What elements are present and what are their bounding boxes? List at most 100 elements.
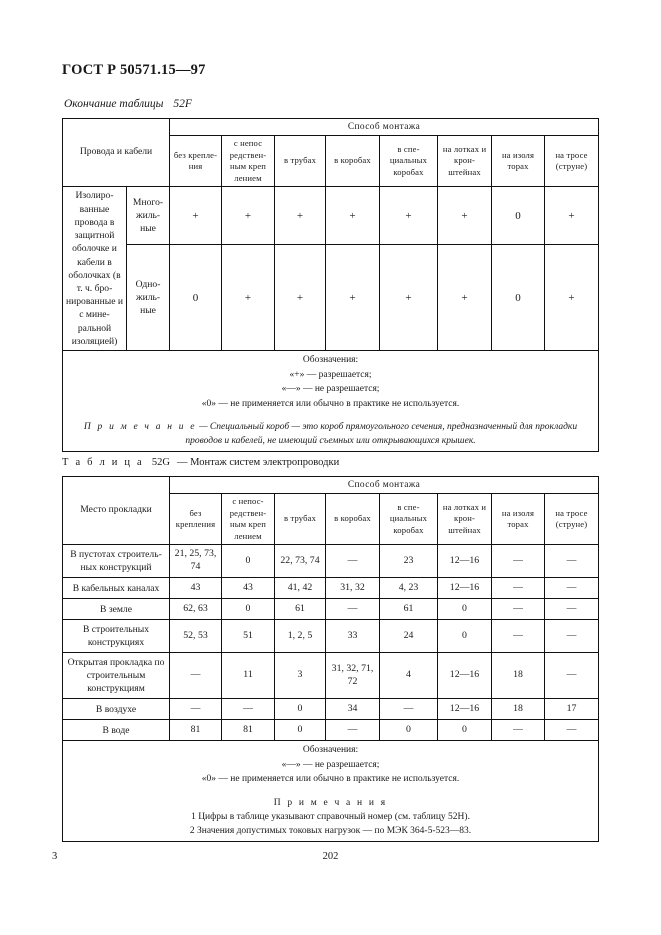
t1-legend-line-2: «0» — не применяется или обычно в практи… bbox=[201, 398, 460, 409]
t1-row-0-val-5: + bbox=[437, 186, 493, 246]
t2-row-2-place: В земле bbox=[62, 598, 170, 621]
t2-row-4-val-6: 18 bbox=[491, 652, 545, 700]
t1-col-4: в спе- циальных коробах bbox=[379, 135, 439, 188]
t2-row-0-val-0: 21, 25, 73, 74 bbox=[169, 544, 222, 579]
table-row: В воде 81 81 0 — 0 0 — — bbox=[62, 719, 600, 742]
table-continuation-label: Окончание таблицы 52F bbox=[64, 98, 192, 110]
t2-row-5-val-6: 18 bbox=[491, 698, 545, 721]
t2-row-4-val-0: — bbox=[169, 652, 222, 700]
t2-row-4-val-3: 31, 32, 71, 72 bbox=[325, 652, 380, 700]
t2-stub-header: Место прокладки bbox=[62, 475, 170, 546]
t2-row-5-val-2: 0 bbox=[274, 698, 326, 721]
t2-note-line-1: 2 Значения допустимых токовых нагрузок —… bbox=[189, 826, 472, 837]
t2-row-1-val-4: 4, 23 bbox=[379, 577, 438, 600]
t1-col-3: в коробах bbox=[325, 135, 381, 188]
t2-notes-head: П р и м е ч а н и я bbox=[273, 797, 388, 808]
t1-stub-text: Изолиро- ванные провода в защитной оболо… bbox=[62, 186, 127, 352]
table-row: В строительных конструкциях 52, 53 51 1,… bbox=[62, 619, 600, 654]
t2-row-6-val-2: 0 bbox=[274, 719, 326, 742]
t2-col-7: на тросе (струне) bbox=[543, 493, 600, 546]
t2-col-3: в коробах bbox=[325, 493, 380, 546]
t2-legend-line-0: «—» — не разрешается; bbox=[281, 759, 380, 770]
t2-col-4: в спе- циальных коробах bbox=[379, 493, 438, 546]
folio-left: 3 bbox=[52, 851, 58, 862]
t2-row-0-val-6: — bbox=[491, 544, 545, 579]
t1-legend-line-0: «+» — разрешается; bbox=[289, 369, 372, 380]
table-row: В пустотах строитель- ных конструкций 21… bbox=[62, 544, 600, 579]
t2-row-4-val-5: 12—16 bbox=[437, 652, 492, 700]
t2-row-5-val-5: 12—16 bbox=[437, 698, 492, 721]
t2-row-2-val-3: — bbox=[325, 598, 380, 621]
t2-row-2-val-2: 61 bbox=[274, 598, 326, 621]
t1-legend-title: Обозначения: bbox=[302, 355, 359, 366]
t1-row-0-val-0: + bbox=[169, 186, 223, 246]
table-row: В земле 62, 63 0 61 — 61 0 — — bbox=[62, 598, 600, 621]
table-row: Открытая прокладка по строительным конст… bbox=[62, 652, 600, 700]
t1-row-1-val-4: + bbox=[379, 244, 439, 352]
t1-row-0-val-2: + bbox=[274, 186, 327, 246]
t2-row-3-val-5: 0 bbox=[437, 619, 492, 654]
t1-row-1-val-6: 0 bbox=[491, 244, 546, 352]
t2-row-1-val-3: 31, 32 bbox=[325, 577, 380, 600]
t2-row-5-place: В воздухе bbox=[62, 698, 170, 721]
t2-row-1-val-5: 12—16 bbox=[437, 577, 492, 600]
t1-row-1-val-1: + bbox=[221, 244, 276, 352]
table-row: Изолиро- ванные провода в защитной оболо… bbox=[62, 186, 600, 352]
t2-row-1-val-1: 43 bbox=[221, 577, 275, 600]
t1-row-1-val-5: + bbox=[437, 244, 493, 352]
t1-row-0-val-1: + bbox=[221, 186, 276, 246]
t1-row-0-val-3: + bbox=[325, 186, 381, 246]
t1-row-1-val-2: + bbox=[274, 244, 327, 352]
t2-row-6-val-1: 81 bbox=[221, 719, 275, 742]
t2-col-5: на лотках и крон- штейнах bbox=[437, 493, 492, 546]
t2-caption-number: 52G bbox=[151, 457, 170, 468]
t1-col-2: в трубах bbox=[274, 135, 327, 188]
t2-row-2-val-7: — bbox=[543, 598, 600, 621]
t1-row-0-val-4: + bbox=[379, 186, 439, 246]
t2-row-1-val-7: — bbox=[543, 577, 600, 600]
t2-row-6-place: В воде bbox=[62, 719, 170, 742]
table-52f: Провода и кабели Способ монтажа без креп… bbox=[61, 117, 600, 452]
t2-row-3-val-0: 52, 53 bbox=[169, 619, 222, 654]
t1-row-0-val-7: + bbox=[544, 186, 600, 246]
table-52g-caption: Т а б л и ц а 52G — Монтаж систем электроп… bbox=[62, 457, 339, 468]
t1-col-1: с непос редствен- ным креп лением bbox=[221, 135, 276, 188]
t2-caption-label: Т а б л и ц а bbox=[62, 457, 144, 468]
t2-caption-title: — Монтаж систем электропроводки bbox=[177, 457, 340, 468]
t2-row-1-place: В кабельных каналах bbox=[62, 577, 170, 600]
t1-note-text: — Специальный короб — это короб прямоуго… bbox=[185, 422, 578, 447]
t1-col-0: без крепле- ния bbox=[169, 135, 223, 188]
continuation-number: 52F bbox=[173, 98, 192, 110]
t2-row-1-val-2: 41, 42 bbox=[274, 577, 326, 600]
t1-row-0-subtype: Много- жиль- ные bbox=[125, 186, 171, 246]
t2-row-6-val-4: 0 bbox=[379, 719, 438, 742]
t2-row-1-val-0: 43 bbox=[169, 577, 222, 600]
t2-row-4-val-7: — bbox=[543, 652, 600, 700]
t2-row-0-val-7: — bbox=[543, 544, 600, 579]
t2-row-3-val-1: 51 bbox=[221, 619, 275, 654]
table-row: В кабельных каналах 43 43 41, 42 31, 32 … bbox=[62, 577, 600, 600]
table-footnotes-row: Обозначения: «+» — разрешается; «—» — не… bbox=[61, 350, 600, 452]
t2-col-0: без крепления bbox=[169, 493, 222, 546]
t2-row-6-val-3: — bbox=[325, 719, 380, 742]
t2-row-3-val-6: — bbox=[491, 619, 545, 654]
t2-row-2-val-1: 0 bbox=[221, 598, 275, 621]
t2-row-6-val-7: — bbox=[543, 719, 600, 742]
t2-row-0-val-4: 23 bbox=[379, 544, 438, 579]
t2-row-4-val-2: 3 bbox=[274, 652, 326, 700]
t2-row-5-val-4: — bbox=[379, 698, 438, 721]
t1-row-1-val-7: + bbox=[544, 244, 600, 352]
t2-row-3-val-7: — bbox=[543, 619, 600, 654]
t2-row-3-place: В строительных конструкциях bbox=[62, 619, 170, 654]
table-row-header-group: Место прокладки Способ монтажа bbox=[62, 475, 600, 546]
t2-row-6-val-6: — bbox=[491, 719, 545, 742]
t2-row-4-val-4: 4 bbox=[379, 652, 438, 700]
t2-row-3-val-3: 33 bbox=[325, 619, 380, 654]
table-footnotes-row: Обозначения: «—» — не разрешается; «0» —… bbox=[61, 740, 600, 842]
t2-legend-title: Обозначения: bbox=[302, 745, 359, 756]
t2-note-line-0: 1 Цифры в таблице указывают справочный н… bbox=[191, 812, 470, 823]
t2-col-2: в трубах bbox=[274, 493, 326, 546]
t1-col-6: на изоля торах bbox=[491, 135, 546, 188]
t2-row-2-val-5: 0 bbox=[437, 598, 492, 621]
